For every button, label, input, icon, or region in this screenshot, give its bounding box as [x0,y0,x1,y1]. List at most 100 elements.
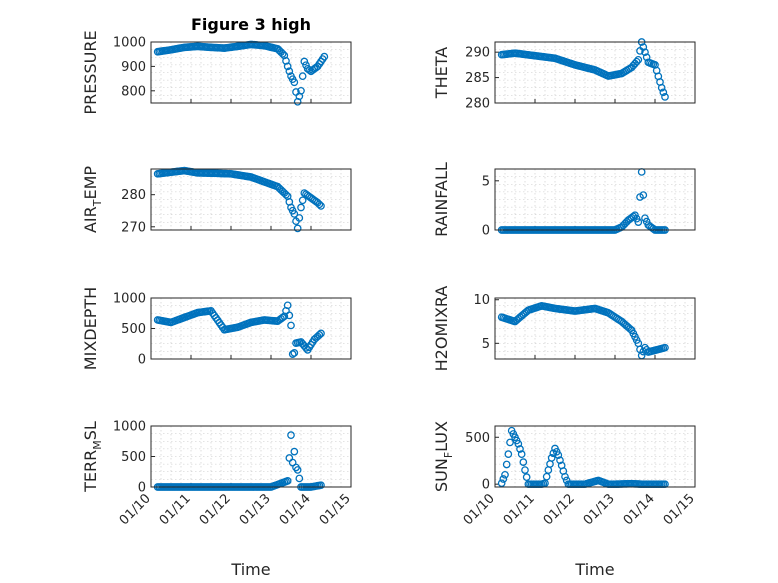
data-point [554,451,563,459]
y-tick-label: 280 [121,188,146,203]
data-point [285,67,294,76]
data-series-theta [497,38,669,101]
data-point [497,479,506,488]
data-point [501,470,509,479]
x-axis-label-right: Time [574,560,614,579]
y-tick-label: 0 [138,353,146,368]
axes-frame [150,297,352,360]
data-point [283,62,292,71]
data-point [502,460,511,469]
x-axis-label-left: Time [230,560,270,579]
y-axis-label: H2OMIXRA [432,286,451,372]
y-tick-label: 10 [473,293,490,308]
data-point [278,313,287,322]
y-tick-label: 270 [121,220,146,235]
data-point [522,473,531,481]
data-point [282,190,290,199]
data-point [639,43,648,51]
data-series-pressure [153,40,329,106]
x-tick-label: 01/11 [501,491,538,528]
y-tick-label: 290 [465,46,490,61]
data-point [317,202,325,210]
data-point [516,445,524,453]
data-point [305,66,314,74]
y-tick-label: 1000 [113,36,146,51]
subplot-rainfall: 0 5 RAINFALL [432,162,696,239]
data-series-mixdepth [153,301,325,358]
axes-frame [150,41,352,104]
y-tick-label: 1000 [113,420,146,435]
axes-frame [494,425,696,488]
y-axis-label: RAINFALL [432,162,451,237]
data-point [657,83,666,92]
data-point [519,458,528,466]
data-point [297,86,305,95]
y-tick-label: 500 [465,431,490,446]
data-series-sun-flux [497,426,669,489]
data-point [285,311,294,320]
data-point [514,439,523,448]
data-point [504,450,513,459]
data-point [634,55,643,64]
data-point [632,57,641,66]
data-point [517,450,526,459]
x-tick-label: 01/15 [317,491,354,528]
data-point [659,88,668,97]
subplot-terr-msl: 0 500 1000 01/10 01/11 01/12 01/13 01/14 01/15 TE… [81,420,354,529]
data-point [297,203,305,212]
y-tick-label: 0 [482,478,490,493]
data-point [300,57,309,66]
data-point [295,474,304,483]
axes-frame [150,425,352,488]
data-point [287,431,295,439]
subplot-sun-flux: 0 500 01/10 01/11 01/12 01/13 01/14 01/15 SUNFLU… [432,421,698,528]
x-tick-label: 01/10 [117,491,154,528]
grid [150,426,352,487]
figure-title: Figure 3 high [191,15,311,34]
data-point [298,196,307,205]
x-tick-label: 01/13 [237,491,274,528]
y-tick-label: 1000 [113,292,146,307]
y-tick-label: 500 [121,450,146,465]
data-point [290,349,299,357]
data-point [288,350,297,358]
data-point [320,52,329,61]
data-point [521,466,529,474]
x-tick-label: 01/12 [197,491,234,528]
subplot-pressure: 800 900 1000 PRESSURE [81,30,352,115]
subplot-h2omixra: 5 10 H2OMIXRA [432,286,696,372]
axes-frame [494,41,696,104]
x-tick-label: 01/13 [581,491,618,528]
x-tick-label: 01/14 [277,491,314,528]
data-point [317,481,325,490]
y-tick-label: 5 [482,174,490,189]
data-point [290,78,299,87]
y-tick-label: 0 [482,224,490,239]
data-point [293,466,302,474]
data-point [317,329,325,338]
data-series-air-temp [153,166,325,233]
data-point [298,72,307,81]
data-point [642,53,651,62]
data-point [283,477,292,485]
axes-frame [150,168,352,231]
data-point [634,218,643,226]
data-point [561,472,569,481]
data-point [641,48,649,57]
grid [150,169,352,230]
x-tick-label: 01/11 [157,491,194,528]
y-axis-label: SUNFLUX [432,421,455,492]
x-tick-label: 01/14 [621,491,658,528]
data-point [639,191,648,199]
data-series-h2omixra [497,301,669,360]
data-point [315,200,324,209]
y-tick-label: 0 [138,481,146,496]
x-tick-label: 01/10 [461,491,498,528]
x-tick-label: 01/12 [541,491,578,528]
y-axis-label: TERRMSL [81,421,104,493]
data-point [293,224,302,233]
data-point [661,343,669,352]
data-point [499,475,508,483]
